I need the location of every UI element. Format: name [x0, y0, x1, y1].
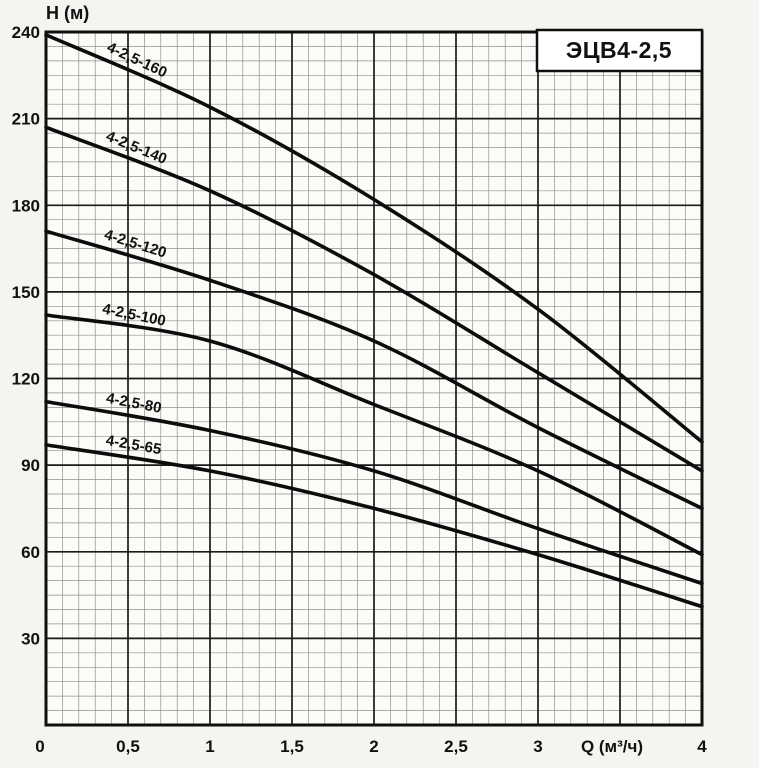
x-tick-label-2-5: 2,5: [444, 737, 468, 756]
x-tick-label-2: 2: [369, 737, 378, 756]
title-box: [535, 28, 704, 73]
y-tick-label-60: 60: [21, 543, 40, 562]
plot-border: [44, 30, 704, 727]
y-tick-label-120: 120: [12, 370, 40, 389]
y-tick-label-210: 210: [12, 110, 40, 129]
x-tick-label-0: 0: [35, 737, 44, 756]
x-tick-label-3: 3: [533, 737, 542, 756]
x-axis-title: Q (м³/ч): [581, 737, 643, 756]
axis-tick-labels: 240 210 180 150 120 90 60 30 0,5 1 1,5 2 2,5 3 4: [12, 23, 708, 756]
y-tick-label-90: 90: [21, 456, 40, 475]
grid-major: [46, 32, 702, 725]
y-tick-label-150: 150: [12, 283, 40, 302]
y-axis-title: H (м): [46, 3, 89, 23]
curve-4-2-5-160: [44, 33, 704, 444]
curve-4-2-5-100: [44, 313, 704, 557]
curve-4-2-5-140: [44, 125, 704, 473]
curve-4-2-5-80: [44, 399, 704, 586]
x-tick-label-4: 4: [697, 737, 707, 756]
chart-title: ЭЦВ4-2,5: [566, 37, 672, 63]
y-tick-label-180: 180: [12, 196, 40, 215]
curve-4-2-5-120: [44, 229, 704, 511]
x-tick-label-0-5: 0,5: [116, 737, 140, 756]
x-tick-label-1: 1: [205, 737, 214, 756]
y-tick-label-240: 240: [12, 23, 40, 42]
y-tick-label-30: 30: [21, 629, 40, 648]
curves: [44, 33, 704, 609]
curve-4-2-5-65: [44, 443, 704, 609]
x-tick-label-1-5: 1,5: [280, 737, 304, 756]
